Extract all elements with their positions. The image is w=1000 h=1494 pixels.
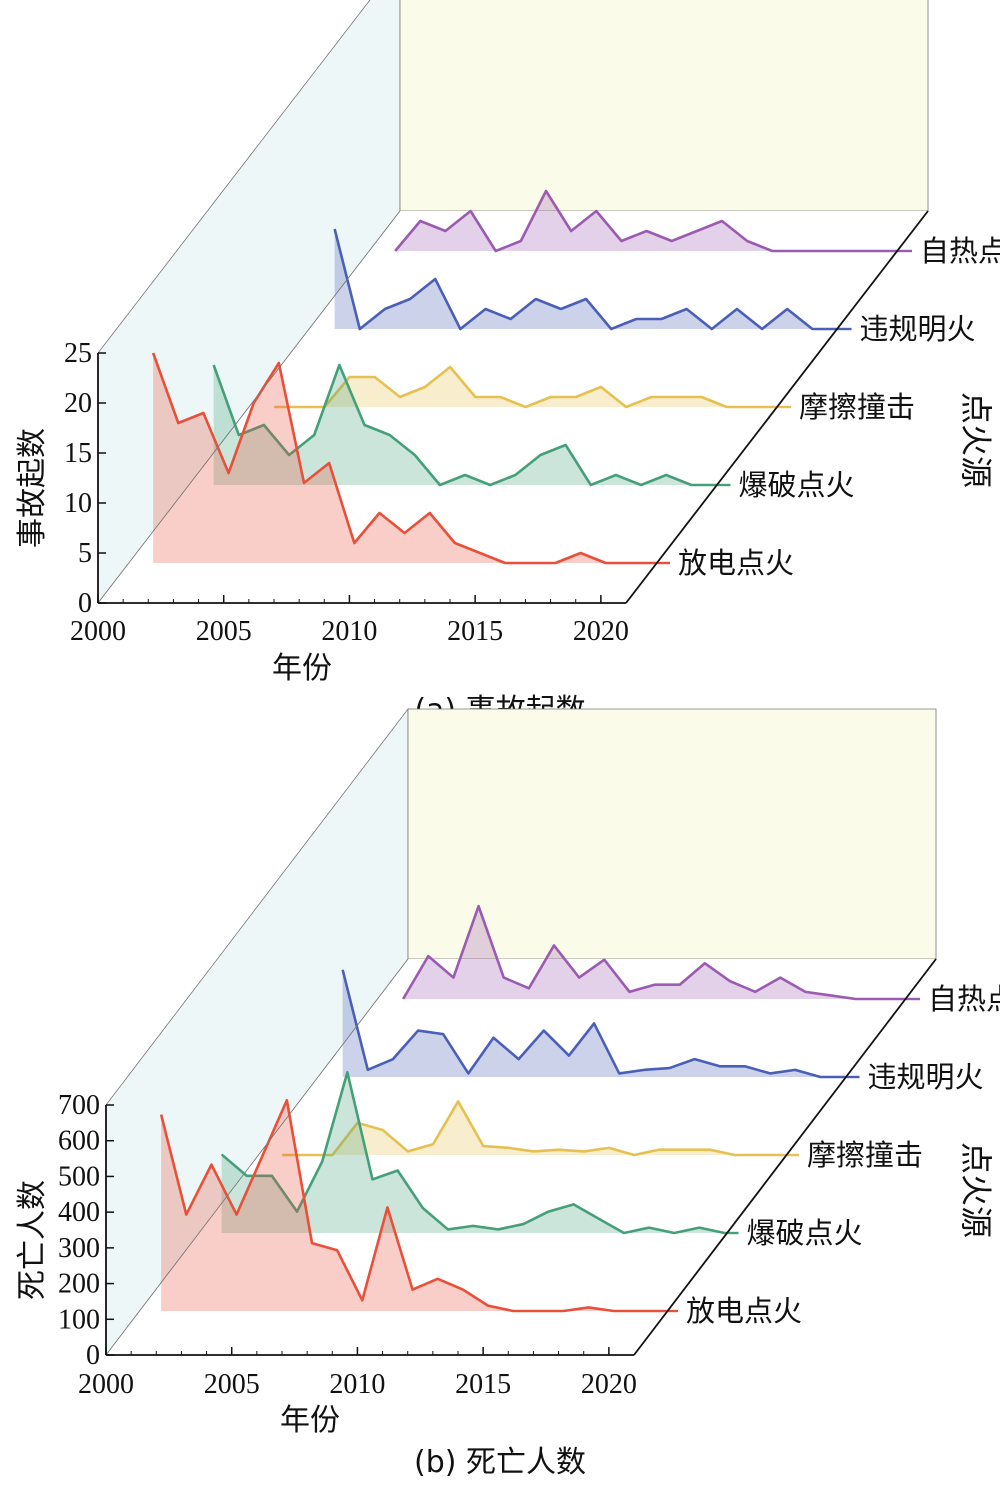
- series-area-放电点火: [161, 1100, 664, 1311]
- x-tick-label-2015: 2015: [447, 616, 503, 647]
- x-tick-label-2000: 2000: [78, 1369, 134, 1400]
- x-axis-title: 年份: [280, 1403, 340, 1438]
- series-line-违规明火: [333, 228, 838, 331]
- panel-a-accident-count: 自热点火违规明火摩擦撞击爆破点火放电点火20002005201020152020…: [15, 0, 1000, 728]
- series-label-自热点火: 自热点火: [920, 234, 1000, 268]
- y-tick-label-600: 600: [58, 1126, 100, 1157]
- x-tick-label-2005: 2005: [204, 1369, 260, 1400]
- series-line-违规明火: [341, 969, 846, 1079]
- depth-axis-title: 点火源: [957, 1142, 995, 1238]
- y-tick-label-0: 0: [78, 588, 92, 619]
- series-line-自热点火: [402, 904, 906, 1001]
- x-tick-label-2000: 2000: [70, 616, 126, 647]
- depth-axis-left: [97, 210, 401, 604]
- series-line-爆破点火: [220, 1070, 725, 1235]
- y-tick-label-25: 25: [64, 338, 92, 369]
- back-wall: [407, 708, 937, 960]
- floor: [106, 959, 936, 1355]
- back-wall: [399, 0, 929, 212]
- x-tick-label-2005: 2005: [196, 616, 252, 647]
- depth-axis: [633, 958, 937, 1356]
- series-label-违规明火: 违规明火: [860, 312, 976, 346]
- x-tick-label-2010: 2010: [329, 1369, 385, 1400]
- x-tick-label-2020: 2020: [581, 1369, 637, 1400]
- y-tick-label-100: 100: [58, 1304, 100, 1335]
- series-line-放电点火: [159, 1098, 664, 1313]
- y-tick-label-400: 400: [58, 1197, 100, 1228]
- y-tick-label-500: 500: [58, 1161, 100, 1192]
- x-axis-title: 年份: [272, 651, 332, 686]
- floor: [98, 211, 928, 603]
- series-label-爆破点火: 爆破点火: [747, 1216, 863, 1250]
- x-tick-label-2010: 2010: [321, 616, 377, 647]
- y-tick-label-0: 0: [86, 1340, 100, 1371]
- series-label-爆破点火: 爆破点火: [739, 468, 855, 502]
- y-axis-title: 死亡人数: [15, 1180, 50, 1300]
- series-label-摩擦撞击: 摩擦撞击: [807, 1138, 923, 1172]
- depth-axis-title: 点火源: [957, 392, 995, 488]
- series-line-自热点火: [394, 189, 898, 253]
- depth-axis-left: [105, 958, 409, 1356]
- series-area-自热点火: [403, 906, 906, 999]
- series-label-放电点火: 放电点火: [678, 546, 794, 580]
- series-area-放电点火: [153, 353, 656, 563]
- y-axis-title: 事故起数: [15, 428, 50, 548]
- y-tick-label-300: 300: [58, 1233, 100, 1264]
- series-line-放电点火: [151, 352, 656, 565]
- depth-axis: [625, 210, 929, 604]
- series-line-摩擦撞击: [274, 365, 777, 409]
- y-tick-label-700: 700: [58, 1090, 100, 1121]
- y-tick-label-200: 200: [58, 1269, 100, 1300]
- series-label-摩擦撞击: 摩擦撞击: [799, 390, 915, 424]
- y-tick-label-20: 20: [64, 388, 92, 419]
- panel-b-death-count: 自热点火违规明火摩擦撞击爆破点火放电点火20002005201020152020…: [15, 707, 1000, 1480]
- series-label-自热点火: 自热点火: [928, 982, 1000, 1016]
- series-label-放电点火: 放电点火: [686, 1294, 802, 1328]
- x-tick-label-2020: 2020: [573, 616, 629, 647]
- y-tick-label-10: 10: [64, 488, 92, 519]
- y-tick-label-15: 15: [64, 438, 92, 469]
- x-tick-label-2015: 2015: [455, 1369, 511, 1400]
- y-tick-label-5: 5: [78, 538, 92, 569]
- series-area-爆破点火: [221, 1072, 725, 1233]
- series-area-自热点火: [395, 191, 898, 251]
- series-line-摩擦撞击: [282, 1100, 785, 1157]
- figure-caption: (b) 死亡人数: [414, 1445, 586, 1480]
- series-area-爆破点火: [213, 365, 717, 485]
- series-label-违规明火: 违规明火: [868, 1060, 984, 1094]
